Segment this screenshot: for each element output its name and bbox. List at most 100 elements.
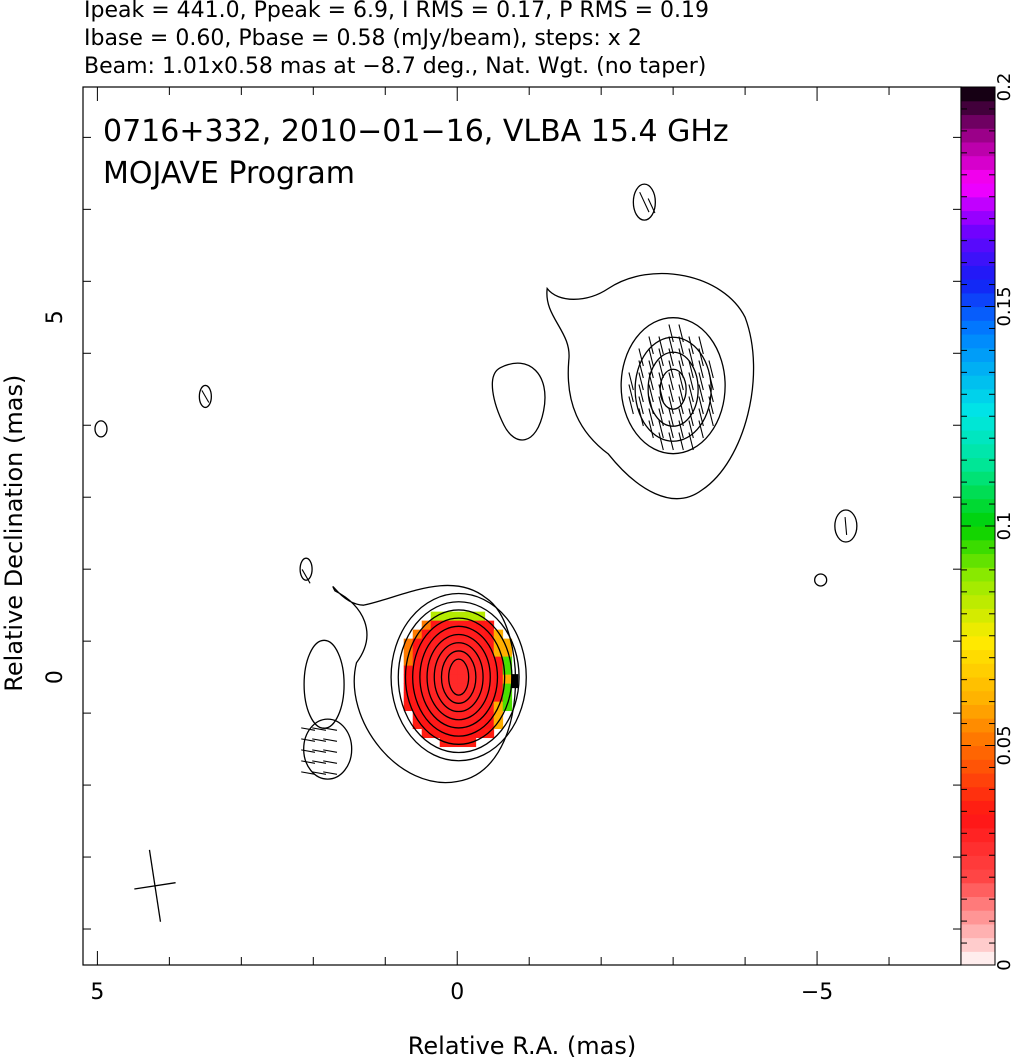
colorbar-step <box>961 676 995 692</box>
polarization-pixel <box>466 710 477 721</box>
polarization-pixel <box>448 683 459 694</box>
colorbar-step <box>961 896 995 911</box>
colorbar-step <box>961 443 995 459</box>
polarization-pixel <box>439 683 450 694</box>
colorbar-step <box>961 759 995 774</box>
evpa-vector <box>628 372 634 391</box>
colorbar-step <box>961 786 995 801</box>
polarization-pixel <box>493 692 504 703</box>
polarization-pixel <box>484 656 495 667</box>
polarization-pixel <box>412 674 423 685</box>
evpa-vector <box>668 396 674 415</box>
polarization-pixel <box>430 665 441 676</box>
colorbar-step <box>961 141 995 157</box>
colorbar-step <box>961 718 995 733</box>
colorbar-step <box>961 169 995 184</box>
y-tick-label: 5 <box>43 310 68 324</box>
image-layer <box>403 611 519 748</box>
polarization-pixel <box>484 692 495 703</box>
evpa-vector <box>668 432 674 451</box>
colorbar-step <box>961 704 995 719</box>
polarization-pixel <box>466 656 477 667</box>
evpa-vector <box>658 348 664 367</box>
polarization-pixel <box>430 674 441 685</box>
colorbar-step <box>961 690 995 705</box>
colorbar-step <box>961 265 995 280</box>
colorbar-step <box>961 320 995 335</box>
colorbar-step <box>961 580 995 596</box>
colorbar: 0 0.05 0.1 0.15 0.2 <box>960 73 1015 971</box>
polarization-pixel <box>448 692 459 703</box>
evpa-vector <box>638 348 644 367</box>
evpa-vector <box>323 749 338 753</box>
colorbar-step <box>961 622 995 637</box>
polarization-pixel <box>502 656 513 667</box>
polarization-pixel <box>412 656 423 667</box>
polarization-pixel <box>412 701 423 712</box>
polarization-pixel <box>475 701 486 712</box>
polarization-pixel <box>493 638 504 649</box>
polarization-pixel <box>421 692 432 703</box>
colorbar-step <box>961 663 995 678</box>
colorbar-step <box>961 471 995 486</box>
evpa-vector <box>658 408 664 427</box>
colorbar-step <box>961 87 995 102</box>
evpa-vector <box>844 516 848 536</box>
colorbar-step <box>961 868 995 884</box>
y-axis-title: Relative Declination (mas) <box>0 375 28 692</box>
polarization-pixel <box>457 737 468 748</box>
evpa-vector <box>698 360 704 379</box>
evpa-vector <box>698 384 704 403</box>
header-beam-line: Beam: 1.01x0.58 mas at −8.7 deg., Nat. W… <box>84 54 706 79</box>
core-contour <box>390 592 527 762</box>
evpa-vector <box>678 408 684 427</box>
isolated-contour <box>632 183 656 221</box>
polarization-pixel <box>493 665 504 676</box>
polarization-pixel <box>466 611 477 622</box>
polarization-vectors <box>201 191 848 775</box>
colorbar-step <box>961 251 995 266</box>
polarization-pixel <box>475 728 486 739</box>
polarization-pixel <box>475 683 486 694</box>
polarization-pixel <box>448 674 459 685</box>
polarization-pixel <box>439 692 450 703</box>
polarization-pixel <box>466 665 477 676</box>
core-contour <box>404 609 513 745</box>
evpa-vector <box>301 727 316 731</box>
evpa-vector <box>323 760 338 764</box>
colorbar-step <box>961 526 995 541</box>
y-tick-label: 0 <box>43 670 68 684</box>
polarization-pixel <box>457 665 468 676</box>
evpa-vector <box>301 569 311 584</box>
colorbar-step <box>961 635 995 651</box>
polarization-pixel <box>484 629 495 640</box>
evpa-vector <box>688 384 694 403</box>
polarization-pixel <box>439 611 450 622</box>
polarization-pixel <box>457 710 468 721</box>
colorbar-step <box>961 937 995 952</box>
polarization-pixel <box>493 647 504 658</box>
evpa-vector <box>301 749 316 753</box>
core-contour <box>419 625 499 729</box>
polarization-pixel <box>439 647 450 658</box>
evpa-vector <box>668 360 674 379</box>
evpa-vector <box>698 336 704 355</box>
polarization-pixel <box>403 701 414 712</box>
colorbar-step <box>961 512 995 527</box>
evpa-vector <box>668 420 674 439</box>
evpa-vector <box>678 360 684 379</box>
evpa-vector <box>312 749 327 753</box>
evpa-vector <box>648 408 654 427</box>
colorbar-step <box>961 594 995 609</box>
polarization-pixel <box>457 647 468 658</box>
evpa-vector <box>698 372 704 391</box>
contour-layer <box>94 183 858 784</box>
polarization-pixel <box>421 683 432 694</box>
polarization-pixel <box>502 638 513 649</box>
polarization-pixel <box>457 683 468 694</box>
colorbar-label: 0.2 <box>994 73 1015 102</box>
colorbar-step <box>961 196 995 212</box>
colorbar-step <box>961 183 995 198</box>
evpa-vector <box>658 336 664 355</box>
evpa-vector <box>312 738 327 742</box>
